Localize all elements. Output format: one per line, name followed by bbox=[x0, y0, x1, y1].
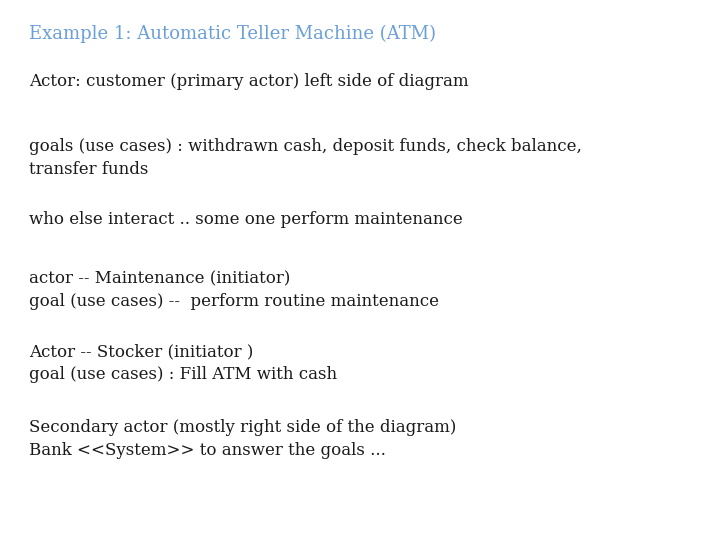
Text: Actor: customer (primary actor) left side of diagram: Actor: customer (primary actor) left sid… bbox=[29, 73, 469, 90]
Text: Actor -- Stocker (initiator )
goal (use cases) : Fill ATM with cash: Actor -- Stocker (initiator ) goal (use … bbox=[29, 343, 337, 383]
Text: goals (use cases) : withdrawn cash, deposit funds, check balance,
transfer funds: goals (use cases) : withdrawn cash, depo… bbox=[29, 138, 582, 178]
Text: Secondary actor (mostly right side of the diagram)
Bank <<System>> to answer the: Secondary actor (mostly right side of th… bbox=[29, 418, 456, 459]
Text: Example 1: Automatic Teller Machine (ATM): Example 1: Automatic Teller Machine (ATM… bbox=[29, 24, 436, 43]
Text: who else interact .. some one perform maintenance: who else interact .. some one perform ma… bbox=[29, 211, 462, 227]
Text: actor -- Maintenance (initiator)
goal (use cases) --  perform routine maintenanc: actor -- Maintenance (initiator) goal (u… bbox=[29, 270, 438, 310]
